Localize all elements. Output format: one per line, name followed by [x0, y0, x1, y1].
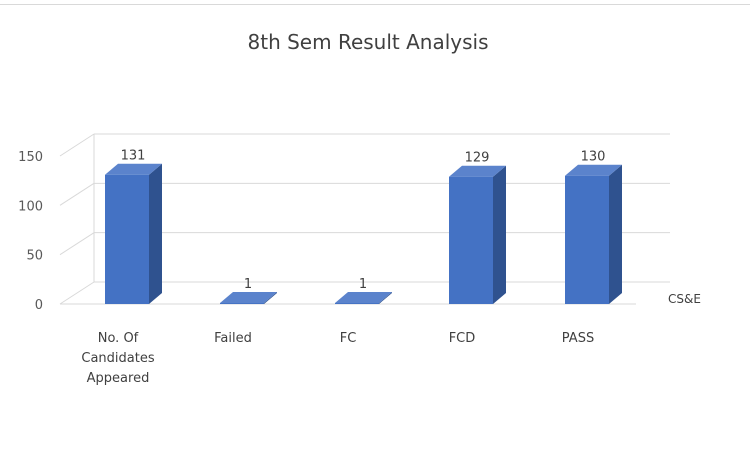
- label-layer: 131 No. Of Candidates Appeared 1 Failed 1 FC 129…: [81, 149, 701, 386]
- bar-front: [105, 174, 149, 304]
- bar-front: [335, 303, 379, 305]
- bar-front: [565, 175, 609, 304]
- data-label: 130: [581, 150, 606, 165]
- chart-title: 8th Sem Result Analysis: [248, 30, 489, 54]
- bar-side: [149, 163, 162, 304]
- bar-2: [335, 292, 392, 305]
- y-tick-label: 150: [18, 150, 43, 165]
- data-label: 1: [359, 277, 367, 292]
- data-label: 129: [465, 151, 490, 166]
- gridline-diagonal-150: [59, 133, 95, 157]
- gridline-diagonal-100: [59, 182, 95, 206]
- series-label: CS&E: [668, 292, 701, 306]
- bar-side: [493, 165, 506, 304]
- x-category-label: Failed: [214, 331, 252, 346]
- x-category-label: FC: [340, 331, 357, 346]
- bar-layer: [105, 163, 622, 305]
- bar-front: [220, 303, 264, 305]
- axis-layer: 0 50 100 150: [18, 150, 43, 313]
- x-category-label: No. Of Candidates Appeared: [81, 331, 154, 386]
- bar-top: [449, 165, 506, 177]
- bar-top: [565, 164, 622, 176]
- gridline-diagonal-50: [59, 232, 95, 256]
- bar-1: [220, 292, 277, 305]
- y-tick-label: 50: [26, 249, 43, 264]
- bar-4: [565, 164, 622, 304]
- data-label: 131: [121, 149, 146, 164]
- bar-side: [264, 292, 277, 304]
- bar-side: [609, 164, 622, 304]
- bar-top: [105, 163, 162, 175]
- y-tick-label: 100: [18, 199, 43, 214]
- x-category-label: FCD: [449, 331, 476, 346]
- bar-top: [220, 292, 277, 304]
- gridline-diagonal-0: [59, 281, 95, 305]
- chart-top-border: [0, 4, 750, 5]
- y-tick-label: 0: [35, 298, 43, 313]
- data-label: 1: [244, 277, 252, 292]
- bar-front: [449, 176, 493, 304]
- x-category-label: PASS: [562, 331, 594, 346]
- bar-0: [105, 163, 162, 304]
- bar-top: [335, 292, 392, 304]
- bar-side: [379, 292, 392, 304]
- bar-3: [449, 165, 506, 304]
